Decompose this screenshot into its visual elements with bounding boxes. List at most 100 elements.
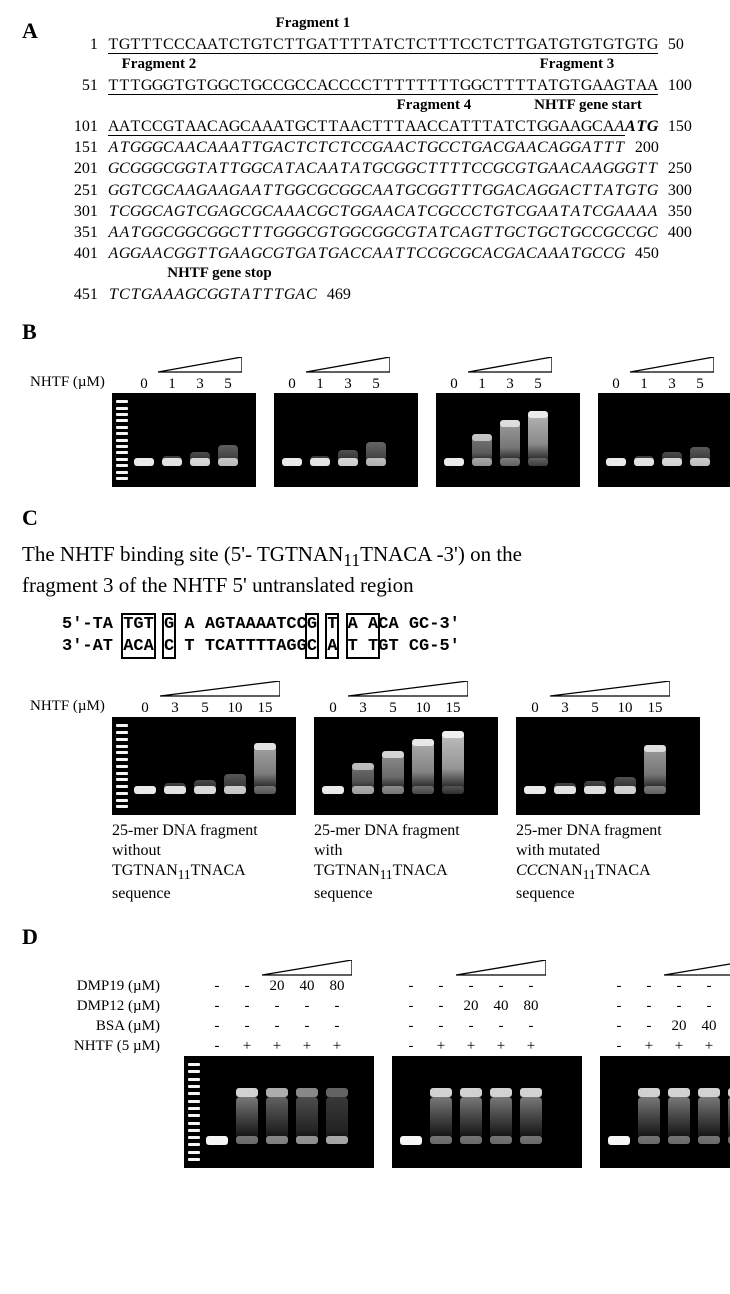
- wedge-icon: [348, 681, 468, 697]
- free-dna-band: [606, 458, 626, 466]
- free-dna-band: [668, 1136, 690, 1144]
- figure-root: A Fragment 11TGTTTCCCAATCTGTCTTGATTTTATC…: [0, 0, 730, 1186]
- annotation-label: NHTF gene stop: [167, 264, 271, 284]
- complex-band: [412, 739, 434, 746]
- panel-d-label: D: [22, 924, 708, 950]
- panel-c-label: C: [22, 505, 708, 531]
- gel-group: 0135NHTF (µM): [112, 351, 256, 487]
- lane-concentrations: 0351015: [318, 700, 468, 717]
- gel-group: 0351015NHTF (µM)25-mer DNA fragmentwitho…: [112, 675, 296, 904]
- gel-caption: 25-mer DNA fragmentwithoutTGTNAN11TNACAs…: [112, 821, 294, 904]
- panel-c-gels: 0351015NHTF (µM)25-mer DNA fragmentwitho…: [112, 675, 708, 904]
- complex-band: [236, 1088, 258, 1097]
- wedge-icon: [630, 357, 714, 373]
- free-dna-band: [266, 1136, 288, 1144]
- shifted-complex: [310, 456, 330, 467]
- shifted-complex: [644, 745, 666, 793]
- gel-group: 0351015 25-mer DNA fragmentwithTGTNAN11TN…: [314, 675, 498, 904]
- emsa-gel: [274, 393, 418, 487]
- seq-row-end: 250: [658, 158, 708, 179]
- emsa-gel: [112, 717, 296, 815]
- annotation-label: NHTF gene start: [534, 96, 642, 116]
- condition-row-values: -----: [202, 1018, 352, 1035]
- seq-row-start: 251: [52, 180, 108, 201]
- fragment-underline: [108, 135, 251, 136]
- fragment-underline: [251, 135, 625, 136]
- free-dna-band: [236, 1136, 258, 1144]
- emsa-gel: [600, 1056, 730, 1168]
- condition-row-label: DMP12 (µM): [50, 998, 166, 1015]
- motif-box: [346, 613, 381, 659]
- wedge-icon: [550, 681, 670, 697]
- seq-row-start: 451: [52, 284, 108, 305]
- complex-band: [442, 731, 464, 738]
- free-dna-band: [460, 1136, 482, 1144]
- condition-row-label: BSA (µM): [50, 1018, 166, 1035]
- complex-band: [698, 1088, 720, 1097]
- wedge-icon: [158, 357, 242, 373]
- free-dna-band: [296, 1136, 318, 1144]
- motif-box: [121, 613, 156, 659]
- wedge-icon: [664, 960, 730, 976]
- emsa-gel: [112, 393, 256, 487]
- seq-row-start: 301: [52, 201, 108, 222]
- protein-label: NHTF (µM): [30, 698, 105, 715]
- lane-concentrations: 0135: [278, 376, 390, 393]
- fragment-underline: [108, 94, 372, 95]
- condition-row-values: -++++: [396, 1038, 546, 1055]
- free-dna-band: [206, 1136, 228, 1145]
- gel-group: 0135: [436, 351, 580, 487]
- fragment-underline: [504, 53, 658, 54]
- gel-group: 0135: [274, 351, 418, 487]
- complex-band: [638, 1088, 660, 1097]
- complex-band: [382, 751, 404, 758]
- complex-band: [528, 411, 548, 418]
- shifted-complex: [442, 731, 464, 793]
- seq-row-end: 450: [625, 243, 675, 264]
- seq-row-chars: AATGGCGGCGGCTTTGGGCGTGGCGGCGTATCAGTTGCTG…: [108, 222, 658, 243]
- free-dna-band: [134, 786, 156, 794]
- emsa-gel: [516, 717, 700, 815]
- shifted-complex: [584, 781, 606, 794]
- wedge-icon: [306, 357, 390, 373]
- panel-b-label: B: [22, 319, 708, 345]
- panel-c-motif: 5'-TA TGT G A AGTAAAATCCG T A ACA GC-3'3…: [62, 613, 708, 665]
- condition-row-label: NHTF (5 µM): [50, 1038, 166, 1055]
- shifted-complex: [218, 445, 238, 467]
- complex-band: [352, 763, 374, 770]
- complex-band: [254, 743, 276, 750]
- wedge-icon: [262, 960, 352, 976]
- shifted-complex: [164, 783, 186, 794]
- free-dna-band: [322, 786, 344, 794]
- seq-row-chars: TCGGCAGTCGAGCGCAAACGCTGGAACATCGCCCTGTCGA…: [108, 201, 658, 222]
- seq-row-end: 200: [625, 137, 675, 158]
- seq-row-start: 1: [52, 34, 108, 55]
- free-dna-band: [134, 458, 154, 466]
- free-dna-band: [282, 458, 302, 466]
- condition-row-values: -++++: [202, 1038, 352, 1055]
- panel-a-label: A: [22, 18, 38, 44]
- panel-a-sequence: Fragment 11TGTTTCCCAATCTGTCTTGATTTTATCTC…: [52, 14, 708, 305]
- free-dna-band: [520, 1136, 542, 1144]
- lane-concentrations: 0135: [602, 376, 714, 393]
- shifted-complex: [554, 783, 576, 794]
- shifted-complex: [614, 777, 636, 794]
- shifted-complex: [634, 456, 654, 467]
- shifted-complex: [338, 450, 358, 466]
- condition-row-values: -----: [604, 998, 730, 1015]
- seq-row-start: 151: [52, 137, 108, 158]
- condition-row-values: --204080: [202, 978, 352, 995]
- motif-box: [162, 613, 176, 659]
- shifted-complex: [162, 456, 182, 467]
- emsa-gel: [598, 393, 730, 487]
- fragment-label: Fragment 2: [122, 55, 197, 75]
- seq-row-end: 100: [658, 75, 708, 96]
- gel-caption: 25-mer DNA fragmentwithTGTNAN11TNACAsequ…: [314, 821, 496, 904]
- wedge-icon: [468, 357, 552, 373]
- condition-row-label: DMP19 (µM): [50, 978, 166, 995]
- seq-row-chars: TCTGAAAGCGGTATTTGAC: [108, 284, 317, 305]
- condition-row-values: --204080: [396, 998, 546, 1015]
- panel-c-title: The NHTF binding site (5'- TGTNAN11TNACA…: [22, 541, 708, 599]
- seq-row-start: 401: [52, 243, 108, 264]
- complex-band: [668, 1088, 690, 1097]
